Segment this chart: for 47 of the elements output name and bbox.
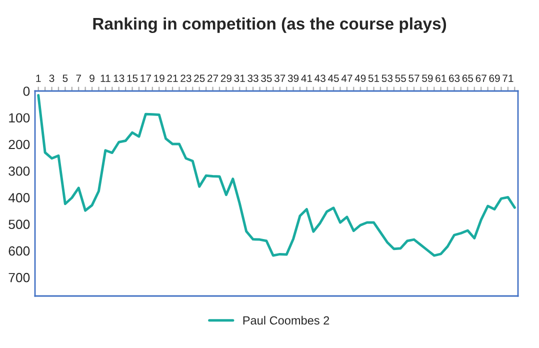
x-tick-label: 29 (220, 74, 232, 82)
x-tick-label: 25 (194, 74, 205, 82)
x-tick-label: 41 (301, 74, 312, 82)
chart-title: Ranking in competition (as the course plays) (93, 17, 446, 34)
x-tick-label: 43 (314, 74, 326, 82)
x-tick-label: 71 (502, 74, 514, 82)
x-tick-label: 27 (208, 74, 218, 82)
x-tick-label: 45 (328, 74, 339, 82)
x-tick-label: 37 (274, 74, 286, 82)
x-tick-label: 63 (449, 74, 460, 82)
y-tick-label: 100 (9, 113, 30, 123)
x-tick-label: 55 (395, 74, 406, 82)
x-tick-label: 5 (62, 74, 68, 82)
x-tick-label: 53 (382, 74, 393, 82)
x-tick-label: 57 (408, 74, 420, 82)
y-tick-label: 200 (8, 140, 30, 150)
y-tick-label: 500 (8, 220, 30, 230)
x-tick-label: 31 (234, 74, 245, 82)
x-tick-label: 65 (462, 74, 474, 82)
x-tick-label: 3 (49, 74, 54, 82)
x-tick-label: 15 (127, 74, 138, 82)
x-tick-label: 39 (288, 74, 299, 82)
x-tick-label: 1 (36, 74, 41, 82)
x-tick-label: 51 (368, 74, 380, 82)
x-tick-label: 69 (489, 74, 500, 82)
x-tick-label: 17 (140, 74, 151, 82)
y-tick-label: 400 (8, 193, 30, 202)
x-tick-label: 7 (76, 74, 81, 82)
y-tick-label: 0 (23, 86, 30, 96)
x-tick-label: 61 (436, 74, 446, 82)
x-tick-label: 49 (354, 74, 366, 82)
x-tick-label: 23 (180, 74, 192, 82)
x-tick-label: 33 (248, 74, 258, 82)
x-tick-label: 13 (114, 74, 124, 82)
x-tick-label: 47 (341, 74, 352, 82)
x-tick-label: 35 (261, 74, 272, 82)
x-tick-label: 11 (100, 74, 110, 82)
y-tick-label: 300 (8, 166, 30, 176)
x-tick-label: 21 (167, 74, 178, 82)
x-tick-label: 67 (476, 74, 486, 82)
x-tick-label: 59 (422, 74, 433, 82)
line-series (37, 94, 516, 257)
x-tick-label: 19 (154, 74, 164, 82)
y-tick-label: 600 (8, 246, 30, 256)
x-tick-label: 9 (90, 74, 94, 82)
y-tick-label: 700 (8, 272, 30, 282)
legend-label: Paul Coombes 2 (243, 316, 330, 325)
